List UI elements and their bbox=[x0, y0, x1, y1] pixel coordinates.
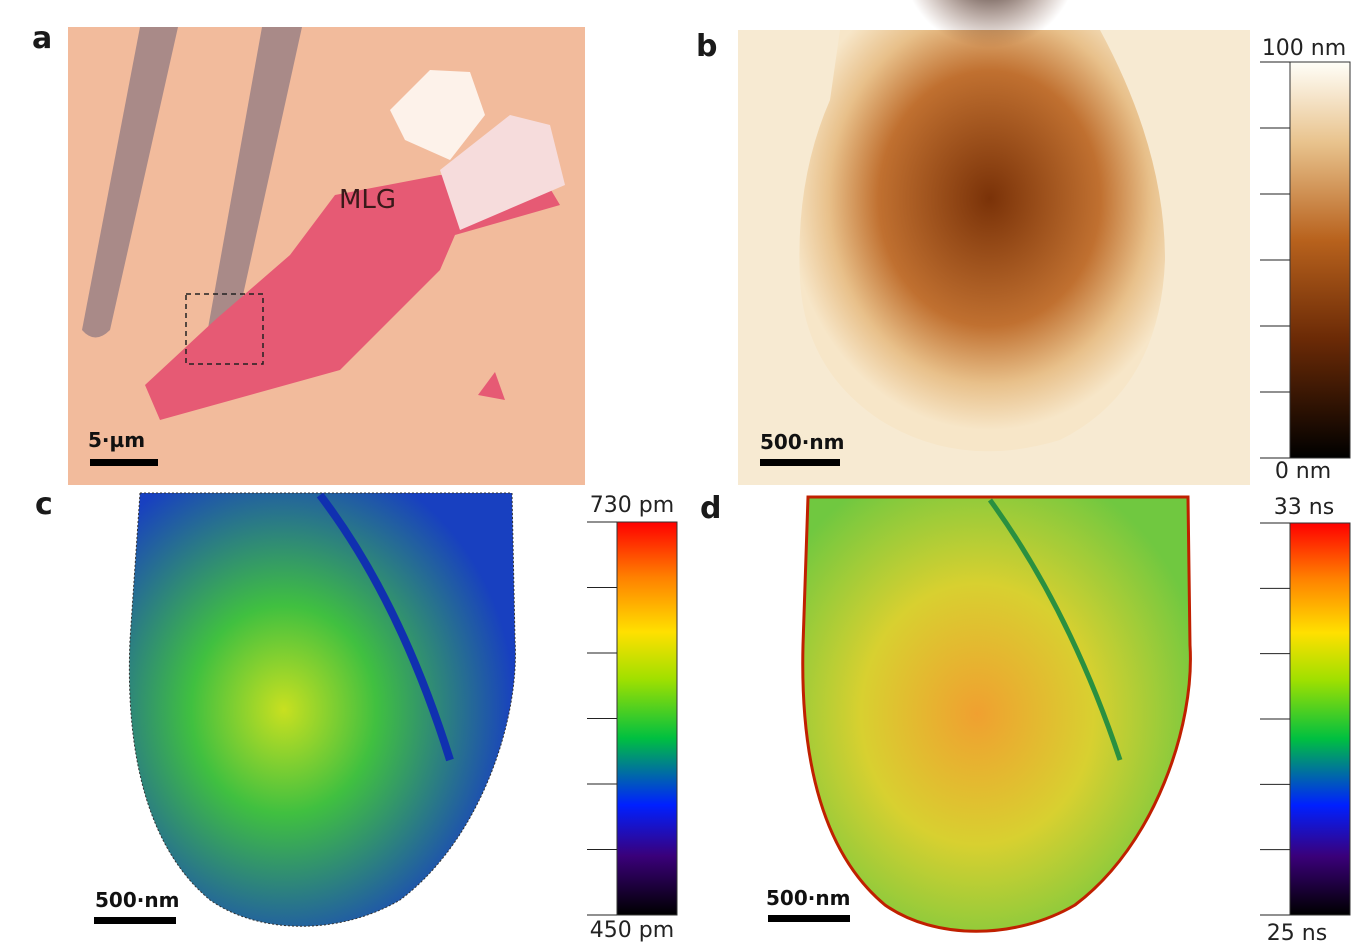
panel-label: d bbox=[700, 491, 721, 526]
colorbar bbox=[1290, 62, 1350, 458]
scale-bar-label: 500·nm bbox=[760, 430, 844, 454]
figure: a MLG 5·µm b 500·nm 100 nm 0 nm c 500·nm… bbox=[0, 0, 1370, 944]
scale-bar bbox=[768, 915, 850, 922]
colorbar-min: 0 nm bbox=[1275, 459, 1331, 484]
colorbar-max: 100 nm bbox=[1262, 36, 1346, 61]
panel-b: b 500·nm 100 nm 0 nm bbox=[696, 0, 1350, 485]
panel-label: b bbox=[696, 29, 717, 64]
scale-bar bbox=[760, 459, 840, 466]
annotation: MLG bbox=[339, 185, 396, 215]
colorbar-max: 730 pm bbox=[590, 493, 674, 518]
panel-label: a bbox=[32, 21, 52, 56]
panel-d: d 500·nm 33 ns 25 ns bbox=[700, 491, 1350, 944]
panel-a: a MLG 5·µm bbox=[32, 21, 585, 485]
scale-bar-label: 500·nm bbox=[95, 888, 179, 912]
scale-bar-label: 500·nm bbox=[766, 886, 850, 910]
colorbar bbox=[617, 522, 677, 915]
panel-label: c bbox=[35, 487, 53, 522]
scale-bar bbox=[90, 459, 158, 466]
colorbar-min: 25 ns bbox=[1267, 921, 1327, 944]
colorbar-max: 33 ns bbox=[1274, 495, 1334, 520]
panel-c: c 500·nm 730 pm 450 pm bbox=[35, 487, 677, 943]
map bbox=[803, 497, 1191, 931]
map bbox=[129, 493, 515, 926]
colorbar bbox=[1290, 523, 1350, 915]
scale-bar bbox=[94, 917, 176, 924]
colorbar-min: 450 pm bbox=[590, 918, 674, 943]
scale-bar-label: 5·µm bbox=[88, 428, 145, 452]
